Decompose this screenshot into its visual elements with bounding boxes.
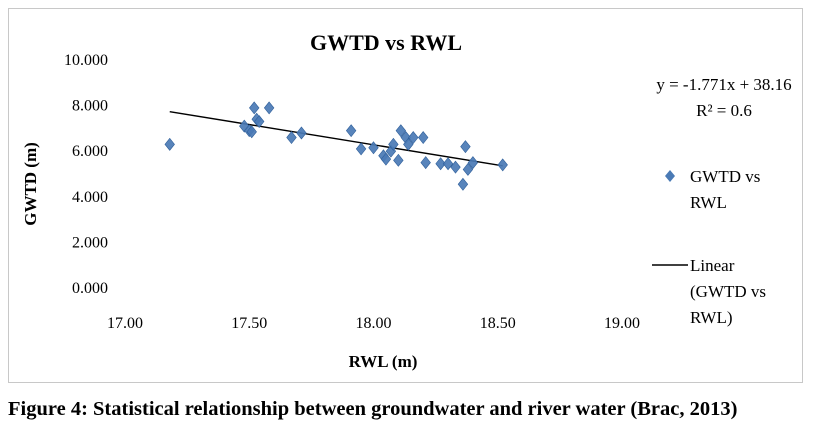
y-tick-label: 2.000 — [72, 234, 108, 251]
data-point — [380, 152, 392, 166]
chart-area: GWTD vs RWL 0.000 2.000 4.000 6.000 8.000 10.… — [8, 8, 803, 383]
data-point — [403, 137, 414, 151]
legend-label-linear-line-3: RWL) — [690, 308, 733, 327]
x-axis-title: RWL (m) — [349, 352, 418, 371]
regression-equation: y = -1.771x + 38.16 — [656, 75, 791, 94]
legend-label-linear-line-1: Linear — [690, 256, 735, 275]
legend-diamond-marker — [665, 170, 675, 182]
y-tick-label: 10.000 — [64, 52, 108, 69]
x-tick-label: 17.50 — [231, 315, 267, 332]
data-point — [467, 156, 479, 170]
y-tick-label: 4.000 — [72, 189, 108, 206]
data-point — [355, 142, 367, 156]
legend-label-scatter-line-1: GWTD vs — [690, 167, 760, 186]
data-point — [442, 157, 454, 171]
data-point — [286, 131, 297, 145]
legend-label-linear-line-2: (GWTD vs — [690, 282, 766, 301]
data-point — [420, 156, 431, 170]
data-point — [395, 124, 407, 138]
data-point — [450, 160, 461, 174]
y-axis-ticks: 0.000 2.000 4.000 6.000 8.000 10.000 — [64, 52, 108, 297]
data-point — [388, 137, 399, 151]
legend: GWTD vs RWL Linear (GWTD vs RWL) — [652, 167, 766, 327]
x-tick-label: 18.00 — [356, 315, 392, 332]
data-point — [296, 126, 307, 140]
y-tick-label: 8.000 — [72, 98, 108, 115]
scatter-chart: GWTD vs RWL 0.000 2.000 4.000 6.000 8.000 10.… — [21, 30, 792, 371]
data-point — [345, 124, 357, 138]
data-point — [497, 158, 508, 172]
x-tick-label: 19.00 — [604, 315, 640, 332]
data-point — [457, 177, 469, 191]
data-point — [418, 131, 429, 145]
data-point — [254, 115, 265, 129]
data-point — [263, 101, 275, 115]
data-points — [164, 101, 508, 191]
data-point — [393, 153, 404, 167]
x-tick-label: 18.50 — [480, 315, 516, 332]
data-point — [435, 157, 446, 171]
data-point — [368, 141, 379, 155]
y-tick-label: 0.000 — [72, 280, 108, 297]
y-tick-label: 6.000 — [72, 143, 108, 160]
trendline-group — [169, 110, 503, 167]
legend-label-scatter-line-2: RWL — [690, 193, 727, 212]
x-tick-label: 17.00 — [107, 315, 143, 332]
data-point — [460, 140, 471, 154]
chart-title: GWTD vs RWL — [310, 30, 462, 55]
x-axis-ticks: 17.00 17.50 18.00 18.50 19.00 — [107, 315, 640, 332]
data-point — [462, 162, 474, 176]
data-point — [249, 101, 260, 115]
data-point — [164, 137, 175, 151]
r-squared-label: R² = 0.6 — [696, 101, 752, 120]
data-point — [246, 125, 257, 139]
trendline — [169, 110, 503, 167]
figure-caption: Figure 4: Statistical relationship betwe… — [8, 398, 738, 420]
data-point — [408, 131, 419, 145]
y-axis-title: GWTD (m) — [21, 142, 40, 226]
